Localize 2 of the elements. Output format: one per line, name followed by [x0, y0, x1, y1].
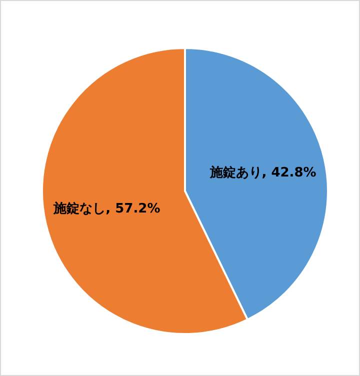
slice-label: 施錠あり, 42.8% [208, 164, 316, 181]
slice-label: 施錠なし, 57.2% [52, 200, 160, 216]
